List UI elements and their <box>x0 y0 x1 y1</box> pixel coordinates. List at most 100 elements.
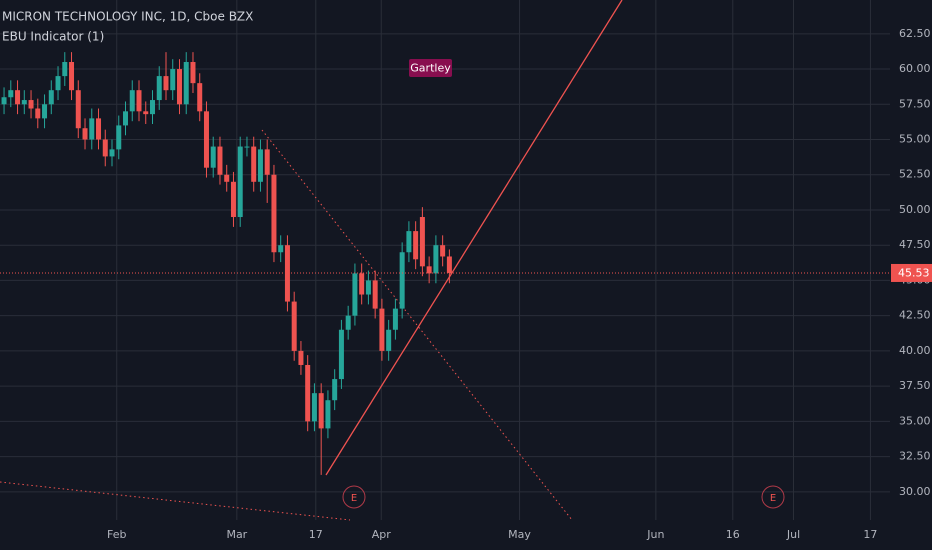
candle-body <box>365 280 371 295</box>
candle-body <box>170 69 176 91</box>
x-tick-label: Feb <box>107 528 126 541</box>
candle-body <box>413 231 419 260</box>
candle-body <box>433 245 439 274</box>
candle-body <box>392 308 398 330</box>
candle-body <box>372 280 378 309</box>
y-tick-label: 32.50 <box>899 450 931 463</box>
candle-body <box>399 252 405 309</box>
candle-body <box>102 139 108 157</box>
candle-body <box>163 76 169 91</box>
candle-body <box>278 245 284 253</box>
axes: 30.0032.5035.0037.5040.0042.5045.0047.50… <box>0 27 932 541</box>
candle-body <box>311 393 317 422</box>
candle-body <box>359 273 365 295</box>
event-marker[interactable] <box>761 485 785 509</box>
candle-body <box>379 308 385 351</box>
y-tick-label: 35.00 <box>899 414 931 427</box>
candle-body <box>55 76 61 91</box>
candle-body <box>8 90 14 98</box>
candle-body <box>123 111 129 126</box>
candle-body <box>284 245 290 302</box>
candle-body <box>42 104 48 119</box>
event-label: E <box>351 493 357 504</box>
pattern-label: Gartley <box>410 62 451 75</box>
candle-body <box>69 62 75 91</box>
candle-body <box>386 329 392 351</box>
drawings: E E Gartley <box>0 0 785 521</box>
candle-body <box>271 174 277 253</box>
trend-line-dotted <box>261 129 573 521</box>
x-tick-label: 17 <box>309 528 323 541</box>
event-marker[interactable] <box>342 485 366 509</box>
candle-body <box>446 256 452 273</box>
candle-body <box>143 111 149 115</box>
candle-body <box>332 379 338 401</box>
y-tick-label: 42.50 <box>899 309 931 322</box>
y-tick-label: 47.50 <box>899 238 931 251</box>
candle-body <box>298 350 304 365</box>
candle-body <box>136 90 142 112</box>
y-tick-label: 50.00 <box>899 203 931 216</box>
candle-body <box>82 128 88 140</box>
candle-body <box>116 125 122 150</box>
chart-title: MICRON TECHNOLOGY INC, 1D, Cboe BZX <box>2 10 253 24</box>
candle-body <box>406 231 412 253</box>
candle-body <box>129 90 135 112</box>
candle-body <box>338 329 344 380</box>
x-tick-label: May <box>508 528 531 541</box>
candle-body <box>440 245 446 257</box>
x-tick-label: 16 <box>726 528 740 541</box>
y-tick-label: 57.50 <box>899 97 931 110</box>
price-label: 45.53 <box>898 266 930 279</box>
trend-line <box>325 0 623 476</box>
x-tick-label: Apr <box>372 528 392 541</box>
x-tick-label: 17 <box>863 528 877 541</box>
candle-body <box>237 146 243 218</box>
candle-body <box>224 174 230 182</box>
indicator-name: EBU Indicator (1) <box>2 30 104 44</box>
candle-body <box>251 146 257 182</box>
candle-body <box>28 100 34 109</box>
candle-body <box>89 118 95 140</box>
candle-body <box>257 149 263 182</box>
candle-body <box>318 393 324 429</box>
y-tick-label: 40.00 <box>899 344 931 357</box>
candle-body <box>1 97 7 105</box>
candle-body <box>217 146 223 175</box>
x-tick-label: Jul <box>786 528 800 541</box>
pattern-label-bg <box>409 59 452 77</box>
candle-body <box>426 266 432 274</box>
price-label-bg <box>891 263 932 282</box>
candle-body <box>75 90 81 129</box>
x-tick-label: Jun <box>646 528 664 541</box>
y-tick-label: 62.50 <box>899 27 931 40</box>
candle-body <box>210 146 216 168</box>
candle-body <box>156 76 162 101</box>
candle-body <box>291 301 297 351</box>
candle-body <box>15 90 21 105</box>
candle-body <box>21 100 27 105</box>
candle-body <box>305 364 311 422</box>
y-tick-label: 55.00 <box>899 133 931 146</box>
candle-body <box>197 83 203 112</box>
candle-body <box>244 146 250 148</box>
candle-body <box>176 69 182 105</box>
candle-body <box>230 181 236 218</box>
candle-body <box>345 315 351 330</box>
candle-body <box>35 108 41 119</box>
candle-body <box>203 111 209 168</box>
y-tick-label: 30.00 <box>899 485 931 498</box>
candle-body <box>183 62 189 105</box>
y-tick-label: 60.00 <box>899 62 931 75</box>
candles <box>1 52 452 475</box>
x-tick-label: Mar <box>226 528 247 541</box>
candle-body <box>109 149 115 157</box>
candle-body <box>264 149 270 175</box>
trend-line-dotted <box>0 481 351 521</box>
y-tick-label: 52.50 <box>899 168 931 181</box>
candle-body <box>62 62 68 77</box>
candle-body <box>96 118 102 140</box>
candle-body <box>190 62 196 84</box>
